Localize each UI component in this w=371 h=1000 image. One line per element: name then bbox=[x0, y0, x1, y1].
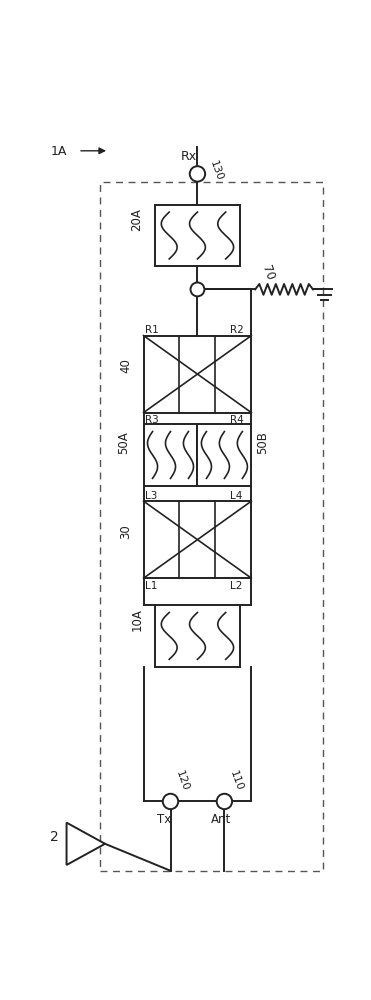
Text: R1: R1 bbox=[145, 325, 159, 335]
Text: 70: 70 bbox=[259, 263, 276, 282]
Text: Rx: Rx bbox=[181, 150, 197, 163]
Text: 50B: 50B bbox=[256, 431, 269, 454]
Text: 40: 40 bbox=[119, 358, 132, 373]
Circle shape bbox=[191, 282, 204, 296]
Circle shape bbox=[163, 794, 178, 809]
Bar bbox=[100, 182, 323, 871]
Text: L2: L2 bbox=[230, 581, 242, 591]
Bar bbox=[144, 501, 252, 578]
Text: 1A: 1A bbox=[51, 145, 68, 158]
Bar bbox=[155, 205, 240, 266]
Text: L4: L4 bbox=[230, 491, 242, 501]
Text: R2: R2 bbox=[230, 325, 243, 335]
Bar bbox=[144, 336, 252, 413]
Text: 20A: 20A bbox=[131, 208, 144, 231]
Text: 30: 30 bbox=[119, 524, 132, 539]
Text: 10A: 10A bbox=[131, 608, 144, 631]
Circle shape bbox=[217, 794, 232, 809]
Text: R4: R4 bbox=[230, 415, 243, 425]
Bar bbox=[155, 605, 240, 667]
Text: 110: 110 bbox=[227, 770, 244, 793]
Circle shape bbox=[190, 166, 205, 182]
Text: 120: 120 bbox=[174, 769, 190, 793]
Text: 2: 2 bbox=[50, 830, 58, 844]
Text: R3: R3 bbox=[145, 415, 159, 425]
Text: L3: L3 bbox=[145, 491, 157, 501]
Bar bbox=[197, 424, 252, 486]
Text: 130: 130 bbox=[208, 159, 225, 182]
Bar bbox=[144, 424, 197, 486]
Text: Tx: Tx bbox=[157, 813, 171, 826]
Text: L1: L1 bbox=[145, 581, 157, 591]
Text: Ant: Ant bbox=[211, 813, 231, 826]
Text: 50A: 50A bbox=[117, 431, 130, 454]
